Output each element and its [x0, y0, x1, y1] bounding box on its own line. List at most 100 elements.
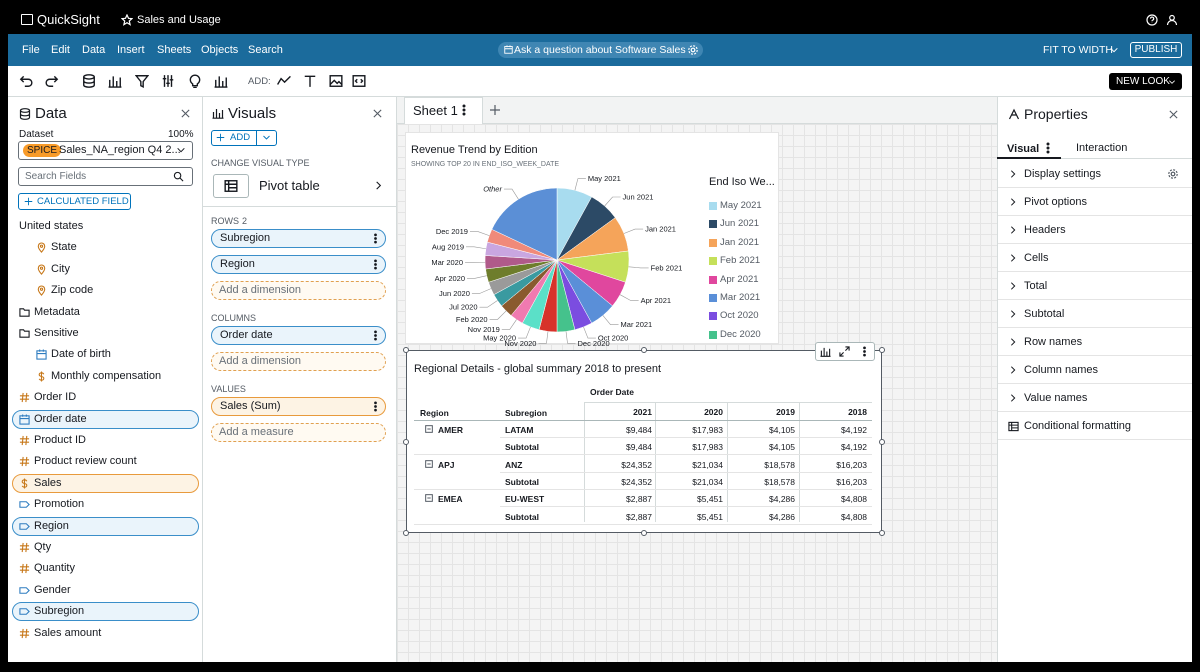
field-item[interactable]: Product ID: [34, 434, 86, 446]
resize-handle[interactable]: [879, 530, 885, 536]
add-label: ADD:: [248, 76, 271, 87]
menu-item[interactable]: Data: [82, 44, 106, 56]
tab-interaction[interactable]: Interaction: [1076, 142, 1128, 154]
field-item[interactable]: United states: [19, 220, 84, 232]
property-section[interactable]: Conditional formatting: [1024, 420, 1132, 432]
field-item[interactable]: Quantity: [34, 562, 75, 575]
field-item[interactable]: Date of birth: [51, 348, 111, 361]
leader-line: [471, 288, 492, 294]
value-cell: $21,034: [692, 476, 723, 487]
field-item[interactable]: Subregion: [34, 605, 85, 618]
row-line: [500, 506, 872, 508]
add-visual-label[interactable]: ADD: [230, 132, 251, 143]
field-item[interactable]: Sales: [34, 476, 62, 489]
kebab-icon: [863, 346, 866, 357]
column-border: [584, 402, 585, 522]
search-box[interactable]: [18, 167, 193, 186]
new-look-button[interactable]: NEW LOOK: [1109, 73, 1182, 90]
field-item[interactable]: Zip code: [51, 284, 94, 297]
field-pill[interactable]: [12, 473, 199, 493]
field-item[interactable]: Monthly compensation: [51, 369, 162, 382]
well-field[interactable]: Sales (Sum): [220, 400, 281, 412]
dataset-select[interactable]: [18, 141, 193, 160]
well-pill[interactable]: [211, 255, 386, 274]
db-icon: [19, 108, 31, 120]
sheet-tab[interactable]: [404, 97, 483, 124]
resize-handle[interactable]: [879, 439, 885, 445]
field-item[interactable]: Sensitive: [34, 327, 79, 339]
menu-item[interactable]: File: [22, 44, 40, 56]
field-item[interactable]: Order ID: [34, 391, 77, 404]
menu-item[interactable]: Insert: [117, 44, 145, 56]
resize-handle[interactable]: [403, 439, 409, 445]
resize-handle[interactable]: [641, 347, 647, 353]
property-section[interactable]: Total: [1024, 280, 1048, 292]
well-drop-text[interactable]: Add a dimension: [219, 355, 301, 367]
well-pill[interactable]: [211, 229, 386, 248]
add-visual-button[interactable]: [211, 130, 277, 146]
menu-item[interactable]: Objects: [201, 44, 239, 56]
publish-button[interactable]: PUBLISH: [1130, 42, 1182, 58]
well-field[interactable]: Subregion: [220, 232, 271, 244]
tag-icon: [19, 586, 30, 594]
leader-line: [583, 326, 596, 339]
field-pill[interactable]: [12, 409, 199, 429]
calculated-field-label[interactable]: CALCULATED FIELD: [37, 196, 129, 207]
menu-item[interactable]: Sheets: [157, 44, 192, 56]
property-section[interactable]: Column names: [1024, 364, 1098, 376]
filter-icon: [135, 75, 149, 88]
table-title: Regional Details - global summary 2018 t…: [414, 363, 662, 375]
field-item[interactable]: State: [51, 241, 77, 254]
well-pill[interactable]: [211, 397, 386, 416]
property-section[interactable]: Headers: [1024, 224, 1066, 236]
fit-to-width[interactable]: FIT TO WIDTH: [1043, 44, 1113, 56]
resize-handle[interactable]: [403, 530, 409, 536]
visual-type-name[interactable]: Pivot table: [259, 178, 320, 193]
resize-handle[interactable]: [641, 530, 647, 536]
field-item[interactable]: Metadata: [34, 305, 80, 318]
field-item[interactable]: Sales amount: [34, 626, 102, 639]
property-section[interactable]: Subtotal: [1024, 308, 1065, 320]
header-line: [584, 402, 872, 403]
well-pill[interactable]: [211, 326, 386, 345]
row-line: [414, 488, 872, 490]
field-item[interactable]: Gender: [34, 583, 71, 596]
subregion-cell: ANZ: [505, 459, 523, 470]
tab-visual[interactable]: Visual: [1007, 143, 1040, 155]
field-item[interactable]: Promotion: [34, 498, 85, 511]
calculated-field-button[interactable]: [18, 193, 131, 210]
well-field[interactable]: Region: [220, 258, 255, 270]
resize-handle[interactable]: [879, 347, 885, 353]
field-item[interactable]: City: [51, 262, 70, 275]
leader-line: [518, 326, 531, 339]
well-drop-text[interactable]: Add a measure: [219, 426, 294, 438]
property-section[interactable]: Cells: [1024, 252, 1049, 264]
well-field[interactable]: Order date: [220, 329, 273, 341]
well-drop-text[interactable]: Add a dimension: [219, 284, 301, 296]
table-visual[interactable]: [406, 350, 882, 533]
well-drop[interactable]: [211, 352, 386, 371]
property-section[interactable]: Display settings: [1024, 168, 1102, 180]
ask-pill[interactable]: [498, 42, 703, 58]
dataset-name[interactable]: Sales_NA_region Q4 2...: [59, 144, 181, 156]
property-section[interactable]: Pivot options: [1024, 196, 1087, 208]
field-pill[interactable]: [12, 516, 199, 536]
field-pill[interactable]: [12, 602, 199, 622]
ask-text[interactable]: Ask a question about Software Sales: [514, 44, 686, 56]
property-section[interactable]: Row names: [1024, 336, 1083, 348]
field-item[interactable]: Product review count: [34, 455, 137, 468]
property-section[interactable]: Value names: [1024, 392, 1088, 404]
menu-item[interactable]: Search: [248, 44, 283, 56]
field-item[interactable]: Region: [34, 519, 69, 532]
gear-icon: [1168, 169, 1178, 179]
well-drop[interactable]: [211, 281, 386, 300]
field-item[interactable]: Qty: [34, 541, 52, 553]
chev-icon: [1010, 254, 1016, 262]
pie-label: Dec 2019: [436, 227, 468, 236]
properties-title: Properties: [1024, 106, 1088, 122]
field-item[interactable]: Order date: [34, 412, 87, 425]
resize-handle[interactable]: [403, 347, 409, 353]
menu-item[interactable]: Edit: [51, 44, 70, 56]
well-drop[interactable]: [211, 423, 386, 442]
sheet-tab-label[interactable]: Sheet 1: [413, 103, 458, 118]
